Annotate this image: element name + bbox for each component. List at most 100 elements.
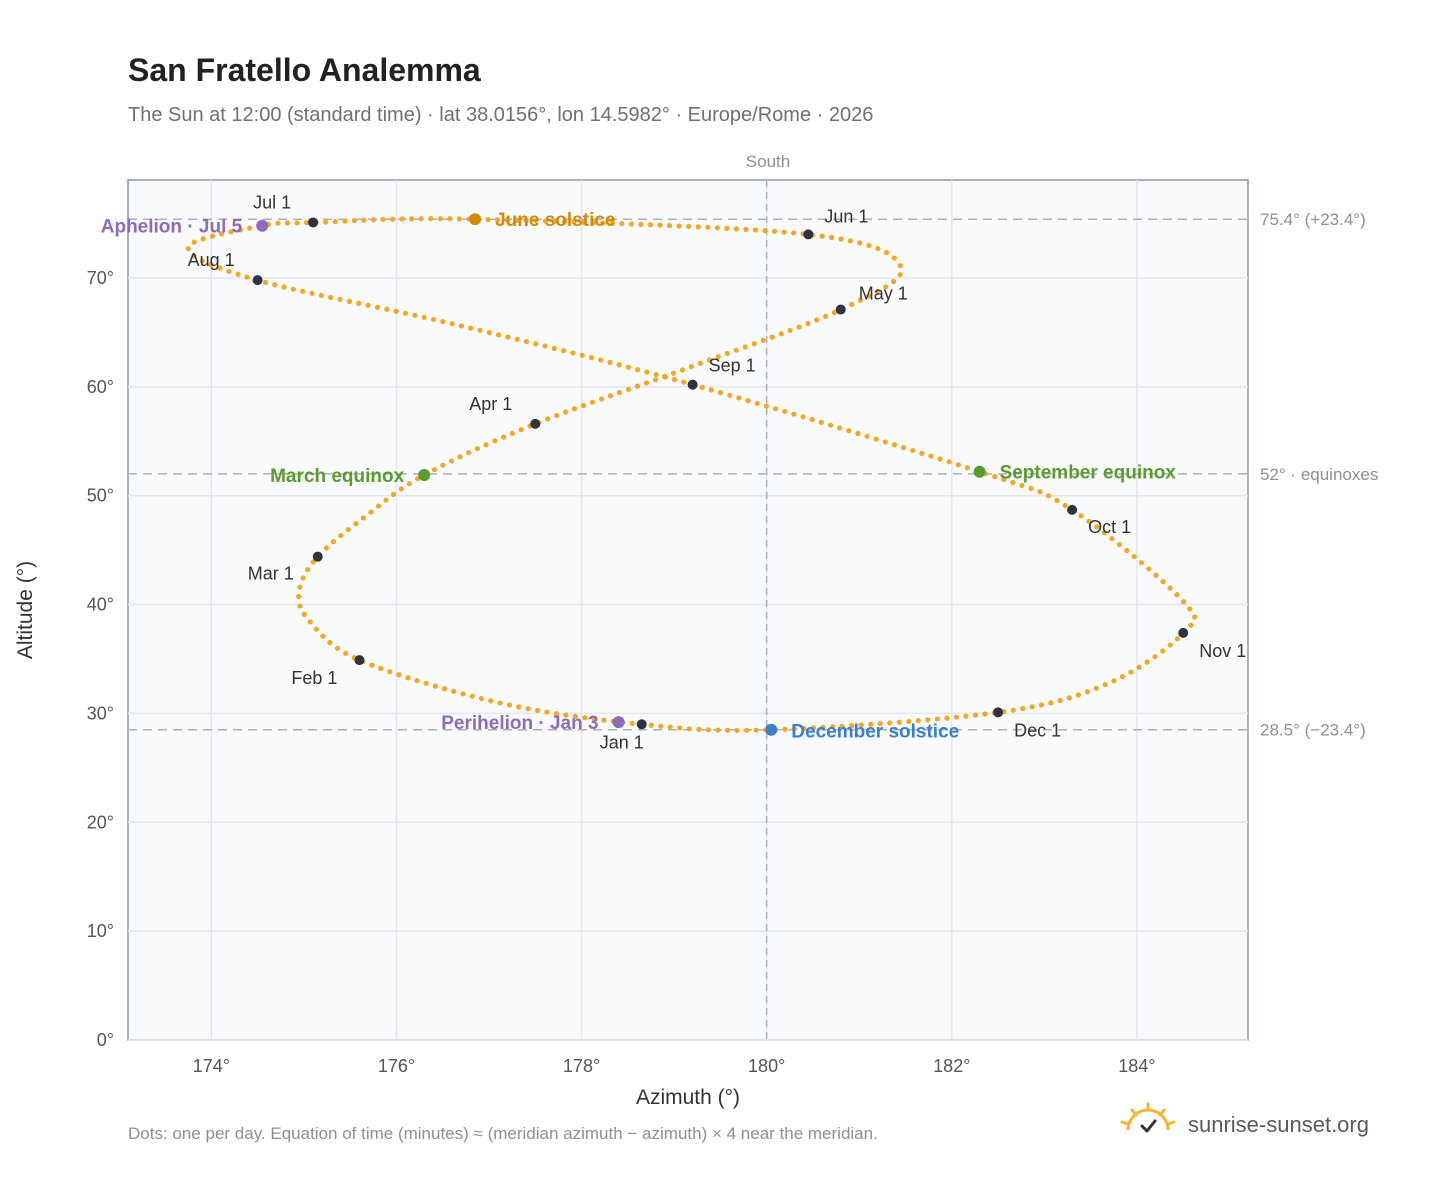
daily-sun-dot bbox=[551, 345, 557, 351]
sun-horizon-icon bbox=[1120, 1102, 1176, 1147]
daily-sun-dot bbox=[414, 678, 420, 684]
daily-sun-dot bbox=[925, 717, 931, 723]
daily-sun-dot bbox=[310, 559, 316, 565]
daily-sun-dot bbox=[724, 727, 731, 733]
daily-sun-dot bbox=[428, 216, 434, 222]
daily-sun-dot bbox=[736, 395, 742, 401]
daily-sun-dot bbox=[1138, 560, 1145, 566]
daily-sun-dot bbox=[934, 716, 940, 722]
daily-sun-positions bbox=[185, 216, 1198, 733]
y-tick-label: 60° bbox=[87, 377, 114, 397]
event-label: December solstice bbox=[791, 722, 959, 743]
daily-sun-dot bbox=[523, 217, 529, 224]
daily-sun-dot bbox=[882, 439, 888, 445]
month-marker-label: May 1 bbox=[859, 284, 908, 304]
daily-sun-dot bbox=[365, 302, 371, 308]
daily-sun-dot bbox=[714, 225, 720, 231]
footnote: Dots: one per day. Equation of time (min… bbox=[128, 1124, 878, 1143]
daily-sun-dot bbox=[275, 220, 281, 226]
y-tick-label: 70° bbox=[87, 268, 114, 288]
daily-sun-dot bbox=[743, 727, 750, 733]
daily-sun-dot bbox=[318, 292, 324, 299]
daily-sun-dot bbox=[421, 314, 427, 320]
daily-sun-dot bbox=[495, 332, 502, 338]
daily-sun-dot bbox=[734, 727, 740, 733]
daily-sun-dot bbox=[1188, 622, 1194, 628]
daily-sun-dot bbox=[332, 218, 338, 225]
daily-sun-dot bbox=[598, 357, 604, 363]
month-marker bbox=[1178, 627, 1189, 638]
daily-sun-dot bbox=[760, 337, 766, 343]
event-label: Aphelion · Jul 5 bbox=[101, 217, 243, 238]
daily-sun-dot bbox=[600, 220, 606, 226]
month-marker-label: Jun 1 bbox=[824, 206, 868, 226]
daily-sun-dot bbox=[504, 217, 510, 223]
daily-sun-dot bbox=[857, 297, 863, 303]
daily-sun-dot bbox=[228, 229, 234, 235]
daily-sun-dot bbox=[858, 722, 864, 728]
daily-sun-dot bbox=[666, 222, 673, 229]
daily-sun-dot bbox=[1152, 654, 1158, 660]
daily-sun-dot bbox=[497, 700, 503, 706]
daily-sun-dot bbox=[628, 221, 634, 227]
daily-sun-dot bbox=[944, 715, 950, 721]
daily-sun-dot bbox=[552, 218, 558, 224]
daily-sun-dot bbox=[237, 227, 243, 233]
daily-sun-dot bbox=[891, 442, 898, 448]
y-tick-label: 30° bbox=[87, 703, 114, 723]
daily-sun-dot bbox=[375, 503, 382, 509]
daily-sun-dot bbox=[456, 216, 463, 222]
daily-sun-dot bbox=[226, 268, 232, 274]
daily-sun-dot bbox=[657, 222, 663, 228]
daily-sun-dot bbox=[1119, 674, 1126, 680]
daily-sun-dot bbox=[790, 230, 797, 236]
daily-sun-dot bbox=[1075, 692, 1081, 698]
daily-sun-dot bbox=[368, 509, 374, 515]
daily-sun-dot bbox=[1054, 497, 1060, 504]
meridian-label: South bbox=[746, 152, 790, 171]
daily-sun-dot bbox=[441, 686, 448, 692]
daily-sun-dot bbox=[1001, 476, 1007, 483]
daily-sun-dot bbox=[1101, 530, 1107, 536]
daily-sun-dot bbox=[607, 393, 614, 399]
daily-sun-dot bbox=[327, 640, 333, 646]
daily-sun-dot bbox=[353, 521, 359, 527]
daily-sun-dot bbox=[781, 229, 787, 235]
daily-sun-dot bbox=[1116, 541, 1122, 548]
daily-sun-dot bbox=[544, 709, 550, 715]
daily-sun-dot bbox=[839, 723, 845, 729]
daily-sun-dot bbox=[607, 359, 613, 365]
daily-sun-dot bbox=[478, 695, 485, 702]
daily-sun-dot bbox=[516, 704, 522, 710]
daily-sun-dot bbox=[1128, 669, 1134, 675]
daily-sun-dot bbox=[814, 317, 820, 323]
daily-sun-dot bbox=[591, 716, 597, 722]
reference-line-label: 28.5° (−23.4°) bbox=[1260, 721, 1366, 740]
daily-sun-dot bbox=[762, 228, 768, 234]
daily-sun-dot bbox=[447, 216, 453, 222]
daily-sun-dot bbox=[955, 462, 961, 468]
daily-sun-dot bbox=[1180, 599, 1187, 605]
daily-sun-dot bbox=[772, 406, 779, 412]
daily-sun-dot bbox=[1167, 642, 1173, 648]
daily-sun-dot bbox=[483, 442, 489, 448]
daily-sun-dot bbox=[733, 226, 739, 232]
daily-sun-dot bbox=[545, 416, 551, 422]
daily-sun-dot bbox=[644, 369, 650, 375]
daily-sun-dot bbox=[305, 567, 311, 573]
daily-sun-dot bbox=[652, 377, 659, 383]
plot-area bbox=[127, 179, 1249, 1041]
grid-lines bbox=[128, 180, 1248, 1041]
x-axis-label: Azimuth (°) bbox=[636, 1086, 740, 1109]
daily-sun-dot bbox=[1094, 524, 1100, 530]
daily-sun-dot bbox=[1144, 659, 1150, 665]
daily-sun-dot bbox=[838, 236, 844, 242]
daily-sun-dot bbox=[829, 724, 836, 730]
daily-sun-dot bbox=[900, 444, 907, 451]
daily-sun-dot bbox=[827, 422, 834, 428]
daily-sun-dot bbox=[1046, 493, 1052, 499]
daily-sun-dot bbox=[791, 726, 797, 732]
daily-sun-dot bbox=[533, 341, 539, 347]
brand[interactable]: sunrise-sunset.org bbox=[1120, 1102, 1369, 1147]
